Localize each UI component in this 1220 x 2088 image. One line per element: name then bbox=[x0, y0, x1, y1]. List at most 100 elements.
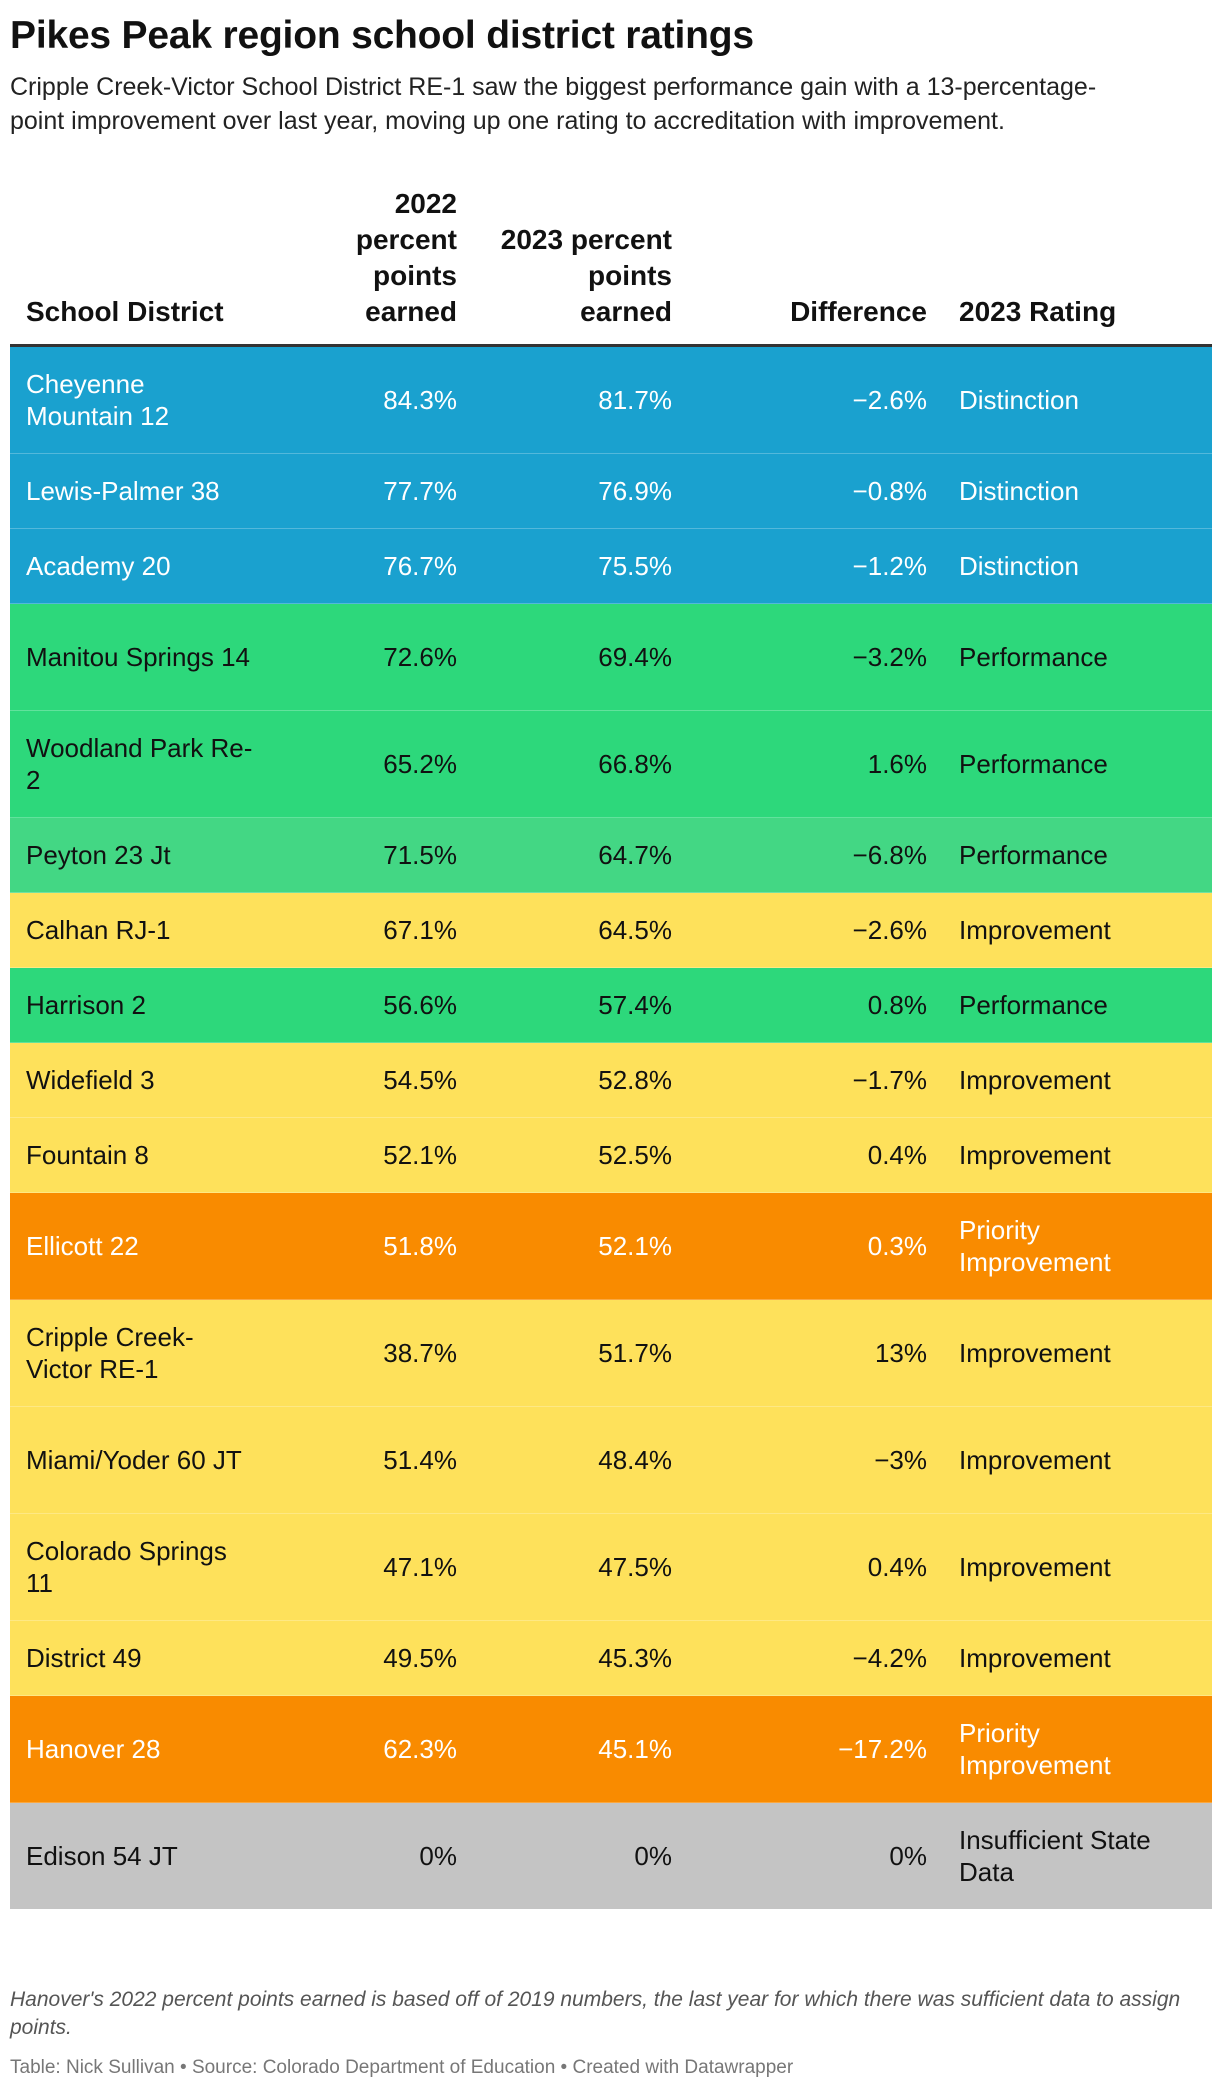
cell-2022: 62.3% bbox=[272, 1695, 473, 1803]
cell-rating: Improvement bbox=[943, 892, 1212, 968]
cell-2023: 51.7% bbox=[473, 1299, 688, 1407]
table-row: District 49 49.5% 45.3% −4.2% Improvemen… bbox=[10, 1620, 1212, 1696]
cell-rating: Distinction bbox=[943, 453, 1212, 529]
cell-difference: −1.7% bbox=[688, 1042, 943, 1118]
chart-container: Pikes Peak region school district rating… bbox=[10, 0, 1212, 1909]
cell-difference: −2.6% bbox=[688, 892, 943, 968]
table-row: Harrison 2 56.6% 57.4% 0.8% Performance bbox=[10, 967, 1212, 1043]
cell-2022: 71.5% bbox=[272, 817, 473, 893]
cell-2022: 76.7% bbox=[272, 528, 473, 604]
cell-district: Academy 20 bbox=[10, 528, 272, 604]
table-row: Fountain 8 52.1% 52.5% 0.4% Improvement bbox=[10, 1117, 1212, 1193]
cell-2023: 66.8% bbox=[473, 710, 688, 818]
cell-district: Hanover 28 bbox=[10, 1695, 272, 1803]
cell-difference: 0% bbox=[688, 1802, 943, 1909]
cell-rating: Improvement bbox=[943, 1513, 1212, 1621]
table-row: Miami/Yoder 60 JT 51.4% 48.4% −3% Improv… bbox=[10, 1406, 1212, 1514]
cell-2023: 64.5% bbox=[473, 892, 688, 968]
cell-district: Ellicott 22 bbox=[10, 1192, 272, 1300]
header-2023-points[interactable]: 2023 percent points earned bbox=[500, 224, 672, 327]
cell-2022: 52.1% bbox=[272, 1117, 473, 1193]
cell-district: Harrison 2 bbox=[10, 967, 272, 1043]
cell-difference: −17.2% bbox=[688, 1695, 943, 1803]
cell-rating: Performance bbox=[943, 817, 1212, 893]
cell-2023: 0% bbox=[473, 1802, 688, 1909]
cell-district: Manitou Springs 14 bbox=[10, 603, 272, 711]
cell-2022: 38.7% bbox=[272, 1299, 473, 1407]
table-body: Cheyenne Mountain 12 84.3% 81.7% −2.6% D… bbox=[10, 345, 1212, 1909]
cell-rating: Distinction bbox=[943, 345, 1212, 454]
cell-difference: −0.8% bbox=[688, 453, 943, 529]
cell-rating: Improvement bbox=[943, 1620, 1212, 1696]
cell-district: Fountain 8 bbox=[10, 1117, 272, 1193]
cell-2023: 52.5% bbox=[473, 1117, 688, 1193]
cell-district: Colorado Springs 11 bbox=[10, 1513, 272, 1621]
header-2022-points[interactable]: 2022 percent points earned bbox=[355, 188, 457, 327]
cell-difference: 1.6% bbox=[688, 710, 943, 818]
header-2023-rating[interactable]: 2023 Rating bbox=[959, 296, 1117, 327]
header-school-district[interactable]: School District bbox=[26, 296, 224, 327]
cell-difference: −1.2% bbox=[688, 528, 943, 604]
table-row: Calhan RJ-1 67.1% 64.5% −2.6% Improvemen… bbox=[10, 892, 1212, 968]
cell-2023: 48.4% bbox=[473, 1406, 688, 1514]
cell-2023: 45.3% bbox=[473, 1620, 688, 1696]
cell-2022: 72.6% bbox=[272, 603, 473, 711]
table-row: Woodland Park Re-2 65.2% 66.8% 1.6% Perf… bbox=[10, 710, 1212, 818]
cell-difference: 0.4% bbox=[688, 1117, 943, 1193]
cell-2022: 65.2% bbox=[272, 710, 473, 818]
table-notes: Hanover's 2022 percent points earned is … bbox=[10, 1988, 1181, 2039]
cell-district: Miami/Yoder 60 JT bbox=[10, 1406, 272, 1514]
table-row: Hanover 28 62.3% 45.1% −17.2% Priority I… bbox=[10, 1695, 1212, 1803]
cell-2022: 51.8% bbox=[272, 1192, 473, 1300]
cell-2023: 57.4% bbox=[473, 967, 688, 1043]
cell-district: Cripple Creek-Victor RE-1 bbox=[10, 1299, 272, 1407]
table-row: Cripple Creek-Victor RE-1 38.7% 51.7% 13… bbox=[10, 1299, 1212, 1407]
cell-rating: Improvement bbox=[943, 1406, 1212, 1514]
cell-rating: Performance bbox=[943, 967, 1212, 1043]
cell-2022: 49.5% bbox=[272, 1620, 473, 1696]
cell-2022: 0% bbox=[272, 1802, 473, 1909]
cell-rating: Improvement bbox=[943, 1299, 1212, 1407]
cell-2023: 69.4% bbox=[473, 603, 688, 711]
table-header-row: School District 2022 percent points earn… bbox=[10, 186, 1212, 346]
cell-difference: 0.8% bbox=[688, 967, 943, 1043]
table-row: Colorado Springs 11 47.1% 47.5% 0.4% Imp… bbox=[10, 1513, 1212, 1621]
cell-district: Calhan RJ-1 bbox=[10, 892, 272, 968]
cell-district: Cheyenne Mountain 12 bbox=[10, 345, 272, 454]
cell-district: Edison 54 JT bbox=[10, 1802, 272, 1909]
table-row: Widefield 3 54.5% 52.8% −1.7% Improvemen… bbox=[10, 1042, 1212, 1118]
cell-difference: −4.2% bbox=[688, 1620, 943, 1696]
cell-2022: 56.6% bbox=[272, 967, 473, 1043]
page-subtitle: Cripple Creek-Victor School District RE-… bbox=[10, 73, 1097, 135]
cell-rating: Improvement bbox=[943, 1117, 1212, 1193]
cell-rating: Improvement bbox=[943, 1042, 1212, 1118]
cell-2022: 67.1% bbox=[272, 892, 473, 968]
table-row: Manitou Springs 14 72.6% 69.4% −3.2% Per… bbox=[10, 603, 1212, 711]
cell-difference: −3.2% bbox=[688, 603, 943, 711]
cell-2023: 75.5% bbox=[473, 528, 688, 604]
cell-district: Peyton 23 Jt bbox=[10, 817, 272, 893]
ratings-table: School District 2022 percent points earn… bbox=[10, 186, 1212, 1909]
cell-district: Woodland Park Re-2 bbox=[10, 710, 272, 818]
header-difference[interactable]: Difference bbox=[790, 296, 927, 327]
table-row: Ellicott 22 51.8% 52.1% 0.3% Priority Im… bbox=[10, 1192, 1212, 1300]
cell-rating: Priority Improvement bbox=[943, 1192, 1212, 1300]
cell-2022: 47.1% bbox=[272, 1513, 473, 1621]
cell-district: Lewis-Palmer 38 bbox=[10, 453, 272, 529]
cell-2023: 76.9% bbox=[473, 453, 688, 529]
cell-2023: 47.5% bbox=[473, 1513, 688, 1621]
table-row: Cheyenne Mountain 12 84.3% 81.7% −2.6% D… bbox=[10, 345, 1212, 454]
cell-difference: −3% bbox=[688, 1406, 943, 1514]
cell-2022: 51.4% bbox=[272, 1406, 473, 1514]
table-row: Peyton 23 Jt 71.5% 64.7% −6.8% Performan… bbox=[10, 817, 1212, 893]
table-row: Academy 20 76.7% 75.5% −1.2% Distinction bbox=[10, 528, 1212, 604]
cell-difference: −6.8% bbox=[688, 817, 943, 893]
page-title: Pikes Peak region school district rating… bbox=[10, 14, 754, 57]
cell-2022: 77.7% bbox=[272, 453, 473, 529]
table-row: Edison 54 JT 0% 0% 0% Insufficient State… bbox=[10, 1802, 1212, 1909]
cell-2023: 81.7% bbox=[473, 345, 688, 454]
cell-2023: 64.7% bbox=[473, 817, 688, 893]
cell-2023: 52.1% bbox=[473, 1192, 688, 1300]
cell-2023: 52.8% bbox=[473, 1042, 688, 1118]
cell-rating: Distinction bbox=[943, 528, 1212, 604]
